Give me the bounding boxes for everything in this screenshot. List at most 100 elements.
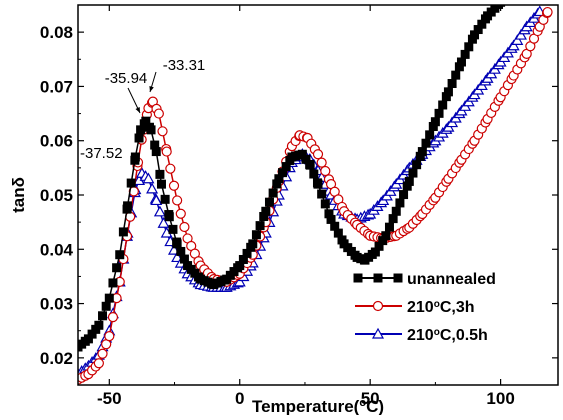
data-point-triangle <box>233 275 246 287</box>
data-point-triangle <box>153 205 166 217</box>
data-point-square <box>464 42 474 52</box>
y-tick-label: 0.07 <box>40 77 73 96</box>
legend-item: 210oC,0.5h <box>355 327 488 345</box>
data-point-square <box>443 87 453 97</box>
legend-label-main: 210 <box>407 299 434 316</box>
data-point-square <box>391 206 401 216</box>
legend-label-main: 210 <box>407 327 434 344</box>
data-point-circle <box>157 126 168 137</box>
data-point-square <box>305 160 315 170</box>
data-point-circle <box>97 348 108 359</box>
data-point-square <box>146 125 156 135</box>
data-point-square <box>500 0 508 3</box>
legend-label-tail: C,3h <box>440 299 475 316</box>
data-point-square <box>248 239 258 249</box>
data-point-circle <box>172 195 183 206</box>
data-point-square <box>176 246 186 256</box>
data-point-square <box>353 273 363 283</box>
data-point-circle <box>93 358 104 369</box>
data-point-square <box>404 176 414 186</box>
data-point-square <box>456 57 466 67</box>
data-point-square <box>115 250 125 260</box>
data-point-square <box>268 188 278 198</box>
data-point-square <box>151 147 161 157</box>
data-point-square <box>320 199 330 209</box>
data-point-square <box>438 100 448 110</box>
legend-label-tail: C,0.5h <box>440 327 488 344</box>
x-axis-title-degree: o <box>359 397 366 409</box>
annotation-label: -35.94 <box>105 70 148 87</box>
data-point-square <box>134 133 144 143</box>
data-point-square <box>126 178 136 188</box>
data-point-square <box>421 138 431 148</box>
legend-label: unannealed <box>407 271 496 288</box>
legend-label: 210oC,0.5h <box>407 327 488 345</box>
data-point-square <box>393 273 403 283</box>
data-point-circle <box>161 146 172 157</box>
data-point-square <box>373 273 383 283</box>
data-point-square <box>155 169 165 179</box>
data-point-square <box>94 320 104 330</box>
data-point-square <box>172 239 182 249</box>
data-point-circle <box>153 108 164 119</box>
data-point-square <box>101 301 111 311</box>
data-point-square <box>317 189 327 199</box>
y-axis-title: tanδ <box>9 177 28 213</box>
data-point-square <box>408 168 418 178</box>
x-tick-label: 50 <box>361 389 380 408</box>
data-point-square <box>98 311 108 321</box>
data-point-square <box>447 78 457 88</box>
legend-item: 210oC,3h <box>355 299 474 317</box>
data-point-square <box>381 231 391 241</box>
data-point-square <box>451 70 461 80</box>
y-tick-label: 0.04 <box>40 240 74 259</box>
data-point-square <box>434 108 444 118</box>
annotation-label: -37.52 <box>80 145 123 162</box>
legend-label-degree: o <box>434 299 440 310</box>
legend-item: unannealed <box>353 271 496 288</box>
data-point-triangle <box>146 182 159 194</box>
data-point-triangle <box>157 216 170 228</box>
data-point-square <box>313 179 323 189</box>
data-point-triangle <box>150 194 163 206</box>
annotation-arrowhead <box>149 86 154 92</box>
x-axis-title-main: Temperature( <box>252 397 360 415</box>
data-point-circle <box>107 312 119 323</box>
data-point-square <box>168 224 178 234</box>
data-point-square <box>130 152 140 162</box>
data-point-square <box>264 197 274 207</box>
x-tick-label: 100 <box>486 389 514 408</box>
series-line <box>78 11 549 381</box>
data-point-square <box>399 190 409 200</box>
data-point-square <box>504 0 512 1</box>
series-210C-0.5h <box>78 5 546 379</box>
x-axis-title: Temperature(oC) <box>252 397 384 415</box>
series-unannealed <box>78 0 512 352</box>
annotation-label: -33.31 <box>163 57 206 74</box>
data-point-square <box>412 160 422 170</box>
data-point-square <box>251 230 261 240</box>
data-point-triangle <box>371 327 385 339</box>
data-point-square <box>425 130 435 140</box>
data-point-circle <box>179 221 190 233</box>
series-layer <box>78 0 553 385</box>
data-point-square <box>104 293 114 303</box>
data-point-square <box>108 278 118 288</box>
legend-label: 210oC,3h <box>407 299 474 317</box>
data-point-square <box>384 222 394 232</box>
data-point-square <box>395 198 405 208</box>
data-point-circle <box>175 208 186 219</box>
data-point-circle <box>165 163 176 174</box>
data-point-circle <box>168 180 180 191</box>
data-point-square <box>123 201 133 211</box>
annotation-arrowhead <box>135 107 140 113</box>
data-point-square <box>118 227 128 237</box>
data-point-triangle <box>514 28 527 40</box>
axes-layer: -50 0 50 100 0.02 0.03 0.04 0.05 0.06 0.07 0.08 Tem… <box>9 4 559 416</box>
data-point-square <box>164 212 174 222</box>
data-point-square <box>112 263 122 273</box>
data-point-square <box>255 221 265 231</box>
data-point-triangle <box>142 172 155 184</box>
data-point-square <box>160 194 170 204</box>
